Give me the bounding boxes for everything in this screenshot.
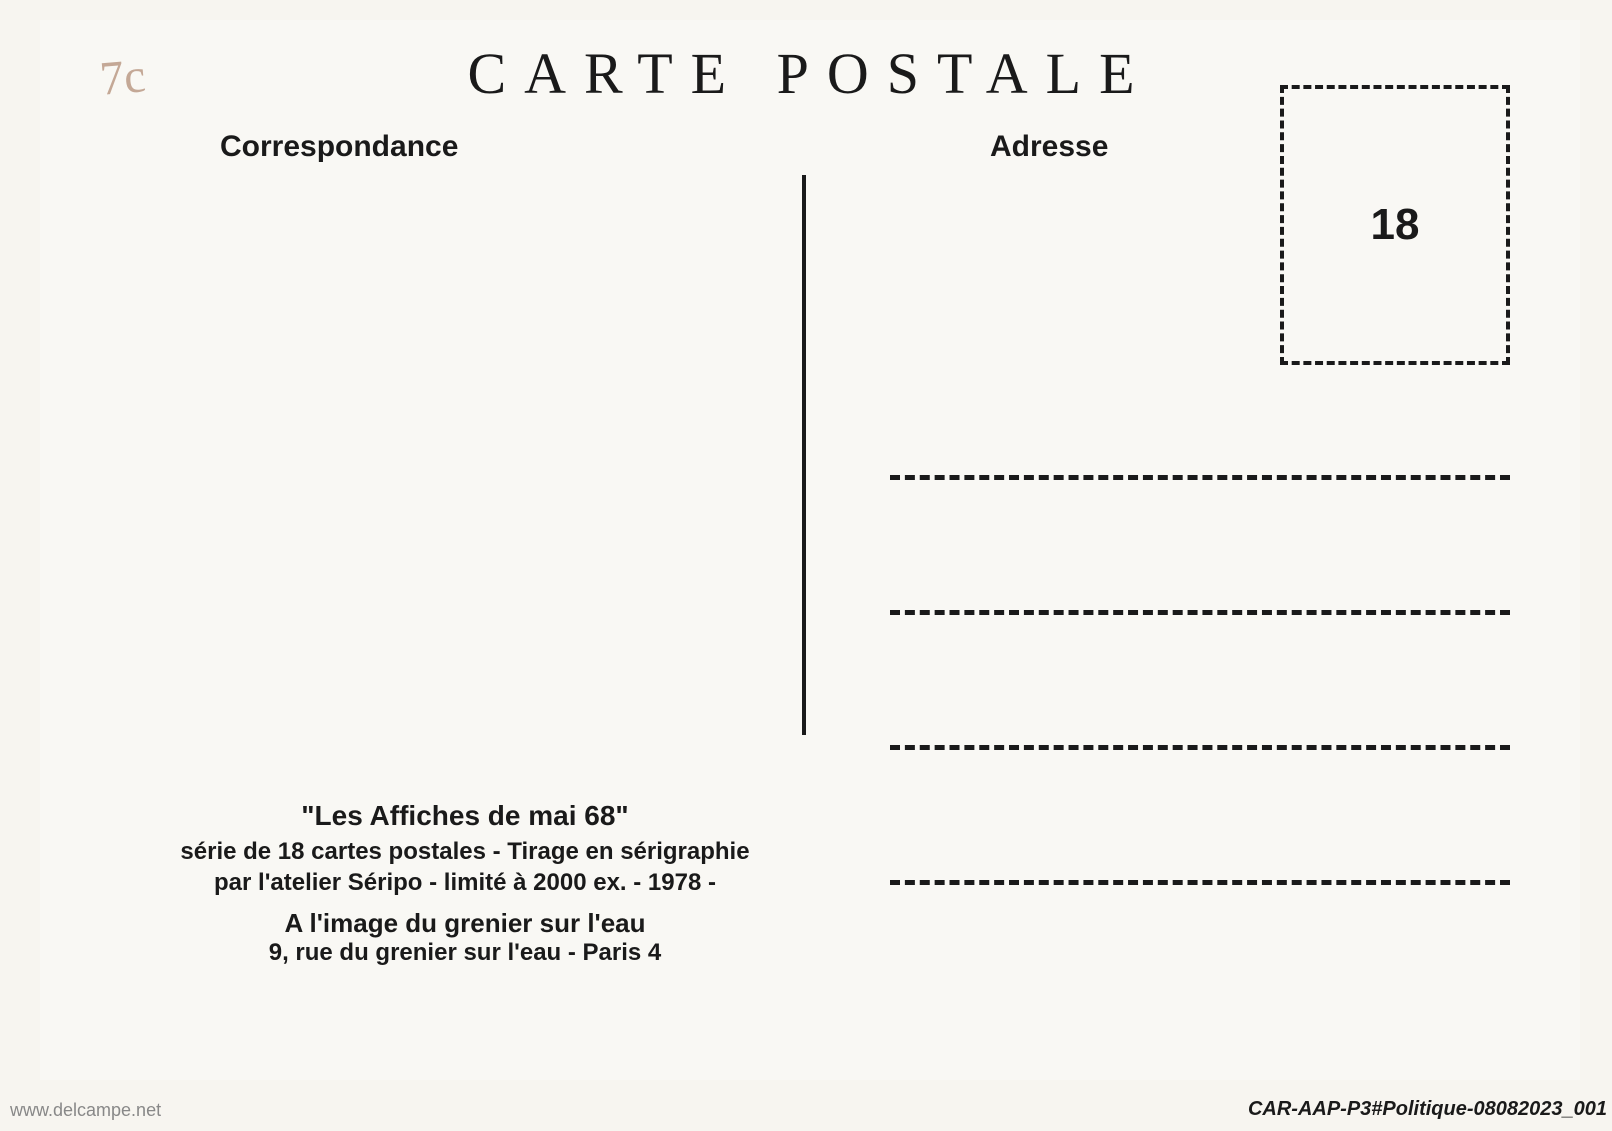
address-line-3 [890, 745, 1510, 750]
postcard-card: 7c CARTE POSTALE Correspondance Adresse … [40, 20, 1580, 1080]
address-line-4 [890, 880, 1510, 885]
bottom-text-block: "Les Affiches de mai 68" série de 18 car… [170, 800, 760, 967]
bottom-line-2: par l'atelier Séripo - limité à 2000 ex.… [170, 867, 760, 898]
correspondance-label: Correspondance [220, 130, 458, 164]
address-line-2 [890, 610, 1510, 615]
bottom-line-1: série de 18 cartes postales - Tirage en … [170, 836, 760, 867]
postcard-title: CARTE POSTALE [467, 40, 1152, 107]
stamp-box: 18 [1280, 85, 1510, 365]
handwritten-note: 7c [98, 48, 148, 107]
bottom-subtitle: A l'image du grenier sur l'eau [170, 908, 760, 939]
adresse-label: Adresse [990, 130, 1108, 164]
watermark: www.delcampe.net [10, 1100, 161, 1121]
bottom-title: "Les Affiches de mai 68" [170, 800, 760, 832]
reference-code: CAR-AAP-P3#Politique-08082023_001 [1248, 1098, 1607, 1121]
address-line-1 [890, 475, 1510, 480]
bottom-address: 9, rue du grenier sur l'eau - Paris 4 [170, 939, 760, 967]
stamp-number: 18 [1371, 200, 1420, 250]
center-divider [802, 175, 806, 735]
